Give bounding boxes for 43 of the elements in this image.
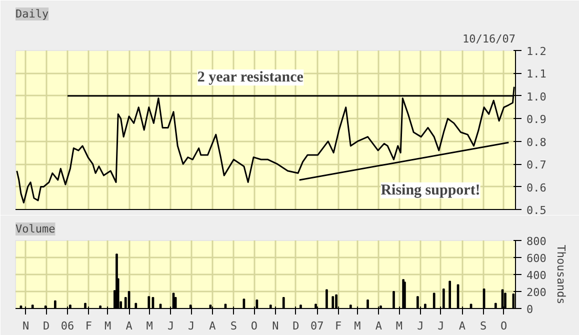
- x-tick-label: S: [230, 320, 238, 332]
- y-tick-label: 400: [526, 269, 546, 282]
- y-tick-label: 800: [526, 235, 546, 248]
- x-tick-label: N: [22, 320, 30, 332]
- x-tick-label: J: [188, 320, 195, 332]
- x-tick-label: M: [146, 320, 154, 332]
- x-tick-label: A: [126, 320, 133, 332]
- x-tick-label: J: [167, 320, 174, 332]
- x-tick-label: N: [272, 320, 279, 332]
- x-tick-label: O: [250, 320, 258, 332]
- x-tick-label: J: [417, 320, 424, 332]
- x-tick-label: J: [438, 320, 444, 332]
- y-tick-label: 0.5: [526, 204, 546, 217]
- y-tick-label: 0.7: [526, 158, 546, 172]
- x-tick-label: O: [500, 320, 508, 332]
- x-tick-label: F: [85, 320, 92, 332]
- y-axis-title: Thousands: [554, 244, 568, 304]
- x-tick-label: D: [292, 320, 300, 332]
- y-tick-label: 200: [526, 286, 546, 299]
- x-tick-label: M: [396, 320, 403, 332]
- x-tick-label: 07: [310, 320, 324, 332]
- x-tick-label: A: [458, 320, 466, 332]
- x-tick-label: M: [354, 320, 362, 332]
- y-tick-label: 600: [526, 252, 546, 265]
- x-tick-label: S: [480, 320, 487, 332]
- x-tick-label: D: [42, 320, 50, 332]
- y-tick-label: 0.9: [526, 113, 546, 126]
- y-tick-label: 1.1: [526, 68, 546, 81]
- y-tick-label: 0.6: [526, 181, 546, 194]
- x-tick-label: M: [104, 320, 112, 332]
- x-tick-label: F: [335, 320, 342, 332]
- annotation: Rising support!: [380, 182, 480, 198]
- y-tick-label: 0: [526, 303, 534, 316]
- x-tick-label: 06: [60, 320, 74, 332]
- x-tick-label: A: [209, 320, 216, 332]
- chart-title: Volume: [16, 222, 56, 236]
- x-tick-label: A: [375, 320, 382, 332]
- chart-title: Daily: [16, 8, 49, 20]
- text: 10/16/07: [462, 32, 516, 46]
- annotation: 2 year resistance: [197, 70, 304, 86]
- y-tick-label: 1.0: [526, 90, 546, 104]
- y-tick-label: 0.8: [526, 136, 546, 149]
- y-tick-label: 1.2: [526, 45, 546, 58]
